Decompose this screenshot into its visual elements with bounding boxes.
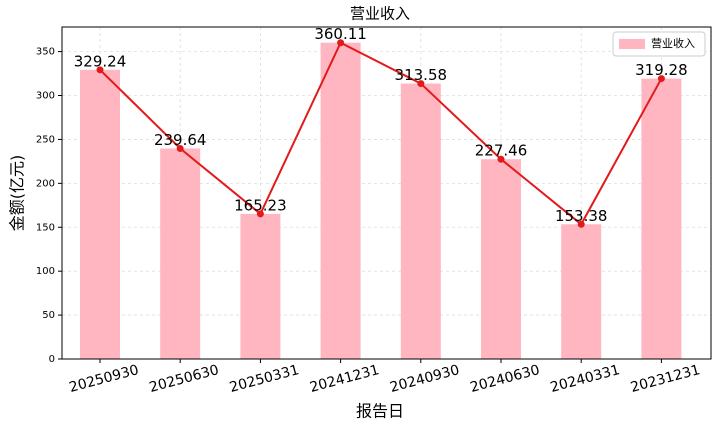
bar: [481, 159, 521, 359]
x-tick-label: 20240630: [469, 362, 542, 396]
bar: [320, 42, 361, 359]
line-marker: [176, 145, 184, 153]
bar: [641, 78, 682, 359]
line-marker: [96, 66, 104, 74]
data-label: 153.38: [555, 207, 608, 225]
x-axis-label: 报告日: [356, 402, 404, 421]
legend-swatch: [619, 39, 645, 49]
x-tick-label: 20231231: [629, 362, 702, 396]
bar: [561, 224, 602, 359]
data-label: 165.23: [234, 196, 287, 214]
line-marker: [337, 39, 345, 47]
bar: [240, 213, 281, 359]
data-label: 227.46: [475, 142, 528, 160]
bar: [80, 69, 120, 360]
x-tick-label: 20250930: [68, 362, 141, 396]
line-marker: [657, 75, 665, 83]
y-tick-label: 250: [36, 134, 55, 145]
y-tick-label: 100: [36, 266, 55, 277]
x-tick-label: 20241231: [308, 362, 381, 396]
data-label: 313.58: [395, 66, 448, 84]
legend: 营业收入: [612, 31, 706, 57]
line-marker: [256, 210, 264, 218]
trend-line: [99, 41, 663, 226]
x-tick-label: 20240930: [388, 362, 461, 396]
y-axis-label: 金额(亿元): [8, 155, 27, 232]
legend-box: [612, 31, 706, 57]
x-tick-label: 20240331: [549, 362, 622, 396]
bar: [160, 148, 201, 359]
y-tick-label: 150: [36, 222, 55, 233]
line-marker: [497, 155, 505, 163]
line-marker: [417, 80, 425, 88]
y-tick-label: 200: [36, 178, 55, 189]
data-label: 319.28: [635, 61, 688, 79]
legend-label: 营业收入: [651, 36, 695, 50]
data-label: 329.24: [74, 52, 127, 70]
line-marker: [577, 220, 585, 228]
y-tick-label: 300: [36, 91, 55, 102]
data-label: 239.64: [154, 131, 207, 149]
x-tick-label: 20250331: [228, 362, 301, 396]
y-tick-label: 0: [49, 354, 55, 365]
x-tick-label: 20250630: [148, 362, 221, 396]
y-tick-label: 50: [42, 310, 55, 321]
plot-frame: [61, 26, 712, 360]
y-tick-label: 350: [36, 47, 55, 58]
chart-title: 营业收入: [350, 5, 410, 23]
bar: [400, 83, 441, 359]
data-label: 360.11: [314, 25, 367, 43]
